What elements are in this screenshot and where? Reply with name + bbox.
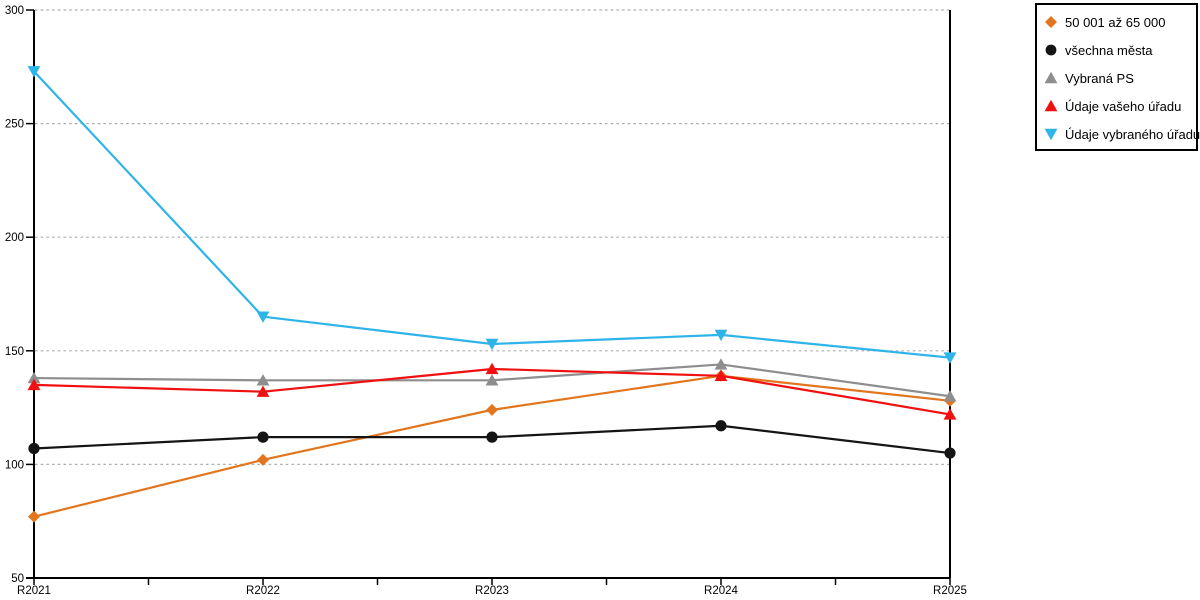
legend-label: Údaje vybraného úřadu <box>1065 126 1200 142</box>
legend-label: všechna města <box>1065 42 1153 58</box>
data-point-marker <box>943 408 957 420</box>
triangle-down-marker-icon <box>1043 127 1059 141</box>
legend-item: všechna města <box>1037 36 1196 64</box>
y-tick-label: 50 <box>11 573 24 585</box>
data-point-marker <box>28 442 40 455</box>
series-line-4 <box>33 70 951 359</box>
legend-label: 50 001 až 65 000 <box>1065 14 1166 30</box>
y-tick-label: 300 <box>5 5 24 17</box>
data-point-marker <box>257 453 269 466</box>
data-point-marker <box>27 66 41 78</box>
triangle-marker-icon <box>1043 99 1059 113</box>
data-point-marker <box>485 338 499 351</box>
data-point-marker <box>28 510 40 523</box>
series-line-0 <box>33 374 951 518</box>
circle-marker-icon <box>1043 43 1059 57</box>
y-tick-label: 200 <box>5 232 24 244</box>
x-tick-label: R2021 <box>17 585 51 597</box>
x-tick-label: R2025 <box>933 585 967 597</box>
data-point-marker <box>27 371 41 384</box>
data-point-marker <box>714 358 728 370</box>
data-point-marker <box>256 385 270 397</box>
data-point-marker <box>256 374 270 386</box>
data-point-marker <box>485 374 499 386</box>
y-tick-label: 250 <box>5 119 24 131</box>
legend-item: Údaje vašeho úřadu <box>1037 92 1196 120</box>
data-point-marker <box>27 378 41 391</box>
x-tick-label: R2022 <box>246 585 280 597</box>
legend-item: Údaje vybraného úřadu <box>1037 120 1200 148</box>
triangle-marker-icon <box>1043 71 1059 85</box>
data-point-marker <box>714 369 728 381</box>
data-point-marker <box>944 447 956 459</box>
data-point-marker <box>485 362 499 375</box>
data-point-marker <box>943 390 957 402</box>
data-point-marker <box>714 329 728 342</box>
x-tick-label: R2023 <box>475 585 509 597</box>
y-tick-label: 150 <box>5 346 24 358</box>
data-point-marker <box>486 403 498 416</box>
legend-item: Vybraná PS <box>1037 64 1196 92</box>
data-point-marker <box>715 420 727 432</box>
data-point-marker <box>486 431 498 443</box>
legend-label: Údaje vašeho úřadu <box>1065 98 1182 114</box>
legend-item: 50 001 až 65 000 <box>1037 8 1196 36</box>
data-point-marker <box>256 311 270 323</box>
data-point-marker <box>943 352 957 364</box>
data-point-marker <box>257 431 269 443</box>
diamond-marker-icon <box>1043 15 1059 29</box>
legend-label: Vybraná PS <box>1065 70 1134 86</box>
x-tick-label: R2024 <box>704 585 738 597</box>
y-tick-label: 100 <box>5 459 24 471</box>
chart-legend: 50 001 až 65 000 všechna města Vybraná P… <box>1035 3 1200 151</box>
